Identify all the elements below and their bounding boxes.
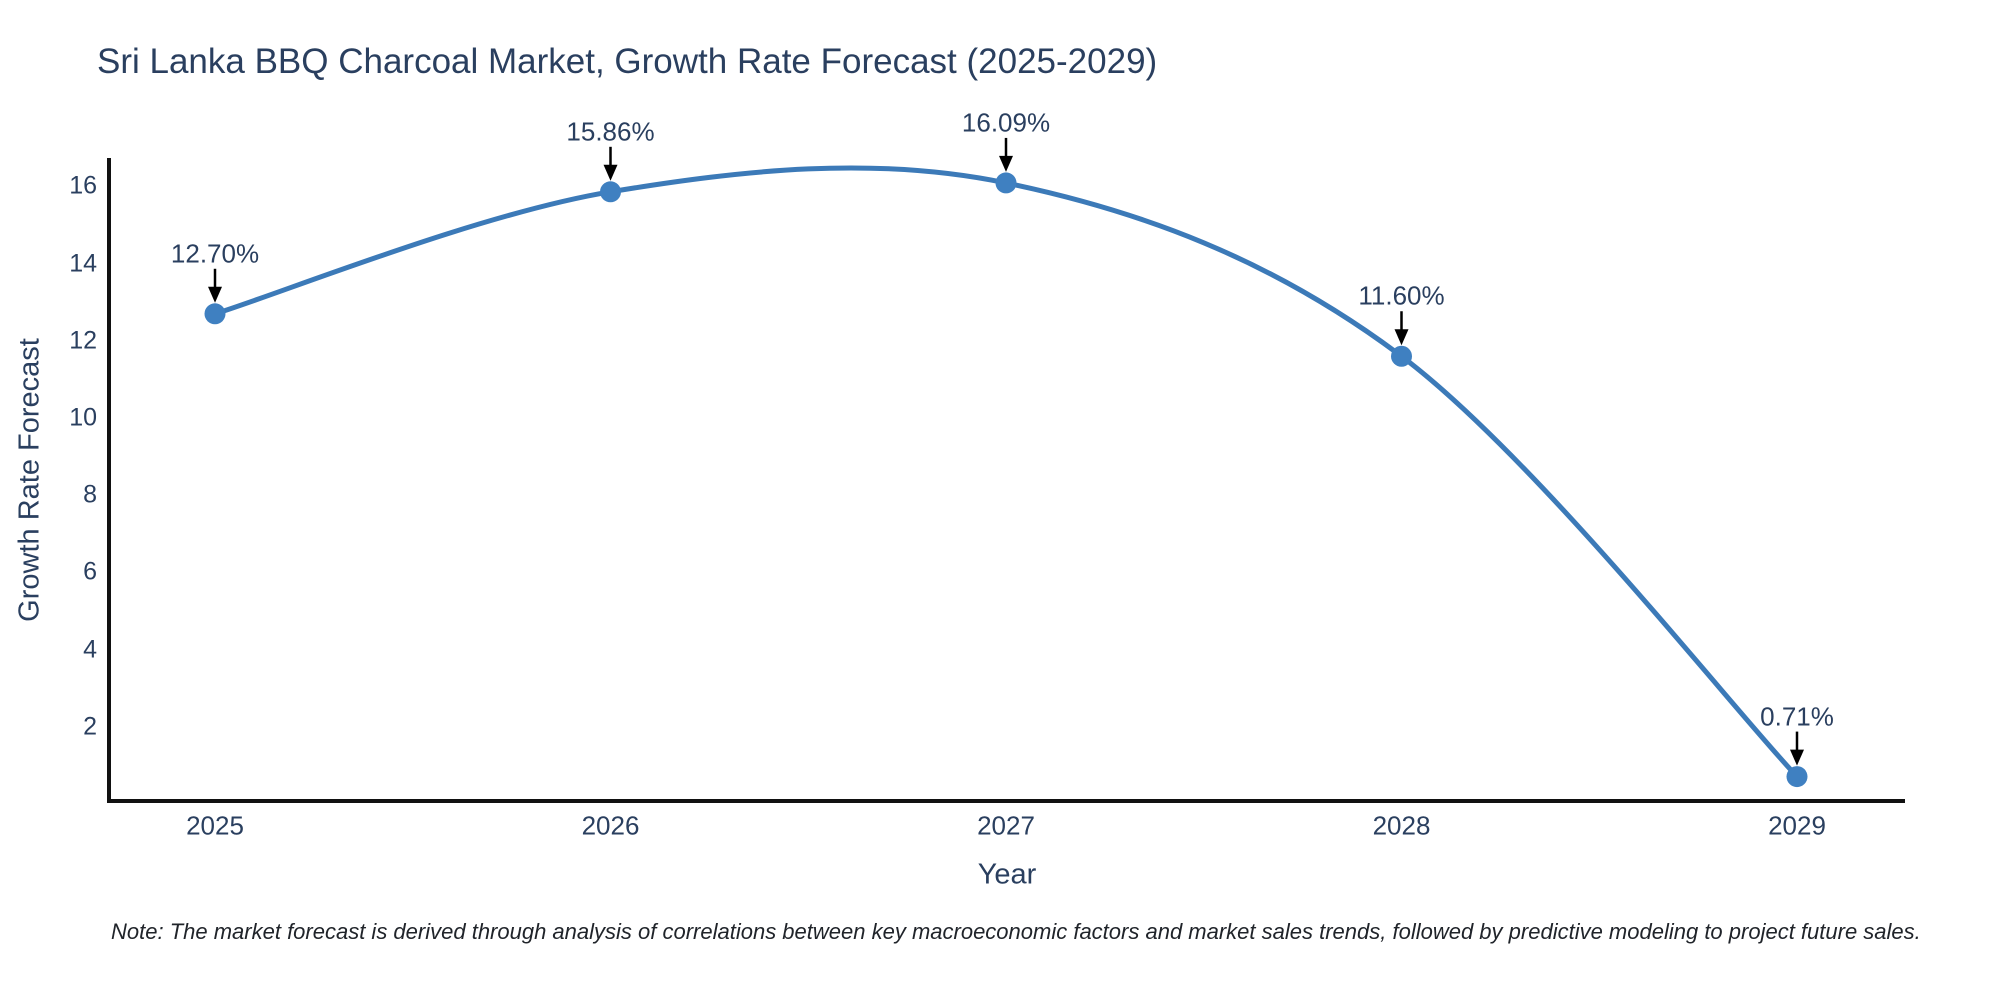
annotation-label-2026: 15.86% [566,116,655,147]
annotation-label-2029: 0.71% [1760,701,1834,732]
data-point-2026[interactable] [600,181,621,203]
annotation-arrowhead-icon [208,286,222,303]
y-tick-label: 10 [69,403,97,432]
y-tick-label: 14 [69,249,97,278]
forecast-line [212,165,1800,780]
y-tick-label: 6 [83,557,97,586]
x-tick-label: 2027 [977,810,1035,841]
y-tick-label: 12 [69,326,97,355]
footnote: Note: The market forecast is derived thr… [111,919,1921,944]
y-tick-label: 4 [83,635,97,664]
x-tick-label: 2026 [581,810,640,841]
annotation-label-2027: 16.09% [961,107,1051,138]
data-point-2029[interactable] [1786,766,1808,788]
annotation-arrowhead-icon [999,155,1013,172]
annotation-arrowhead-icon [603,164,618,181]
chart-title: Sri Lanka BBQ Charcoal Market, Growth Ra… [97,42,1158,81]
x-tick-label: 2029 [1768,810,1826,841]
x-axis-title: Year [977,858,1037,891]
x-tick-label: 2025 [186,810,244,841]
annotation-arrowhead-icon [1394,329,1409,346]
annotation-label-2028: 11.60% [1358,280,1445,311]
y-tick-label: 2 [83,712,97,741]
annotation-arrowhead-icon [1790,749,1804,766]
data-point-2025[interactable] [204,303,226,325]
annotation-label-2025: 12.70% [170,238,260,269]
data-point-2027[interactable] [995,172,1017,194]
y-tick-label: 8 [83,480,97,509]
data-point-2028[interactable] [1391,345,1412,367]
x-tick-label: 2028 [1372,810,1431,841]
y-tick-label: 16 [69,171,97,200]
